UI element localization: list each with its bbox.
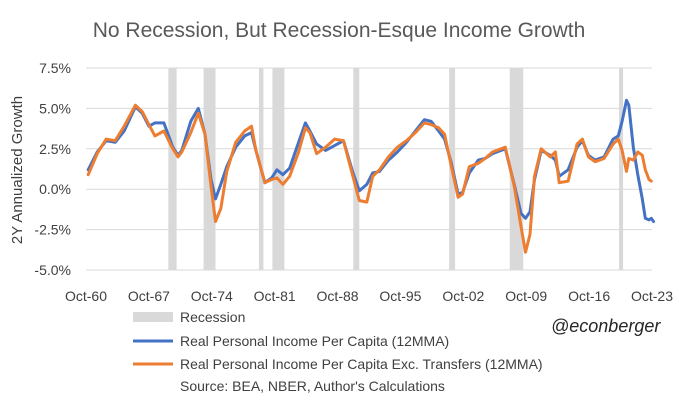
y-axis-ticks: 7.5% 5.0% 2.5% 0.0% -2.5% -5.0% [34, 60, 71, 278]
x-tick-label: Oct-16 [568, 288, 610, 304]
legend-recession-label: Recession [180, 309, 245, 325]
source-note: Source: BEA, NBER, Author's Calculations [180, 378, 445, 394]
y-axis-label: 2Y Annualized Growth [9, 96, 26, 244]
x-tick-label: Oct-81 [254, 288, 296, 304]
watermark: @econberger [551, 316, 661, 336]
x-tick-label: Oct-23 [631, 288, 673, 304]
x-tick-label: Oct-88 [317, 288, 359, 304]
recession-band [272, 68, 285, 270]
legend-series-1-label: Real Personal Income Per Capita (12MMA) [180, 333, 449, 349]
y-tick-label: 5.0% [39, 100, 71, 116]
x-tick-label: Oct-67 [128, 288, 170, 304]
legend-recession-swatch [133, 312, 173, 322]
recession-band [168, 68, 177, 270]
y-tick-label: -2.5% [34, 222, 71, 238]
x-axis-ticks: Oct-60 Oct-67 Oct-74 Oct-81 Oct-88 Oct-95 Oct-… [65, 288, 673, 304]
x-tick-label: Oct-74 [191, 288, 233, 304]
x-tick-label: Oct-60 [65, 288, 107, 304]
series-lines [86, 98, 655, 254]
x-tick-label: Oct-09 [505, 288, 547, 304]
recession-bands [168, 68, 624, 270]
chart-title: No Recession, But Recession-Esque Income… [93, 19, 586, 42]
legend-series-2-label: Real Personal Income Per Capita Exc. Tra… [180, 356, 543, 372]
y-tick-label: 7.5% [39, 60, 71, 76]
y-tick-label: 2.5% [39, 141, 71, 157]
recession-band [619, 68, 624, 270]
y-tick-label: -5.0% [34, 262, 71, 278]
y-tick-label: 0.0% [39, 181, 71, 197]
x-tick-label: Oct-95 [379, 288, 421, 304]
recession-band [353, 68, 360, 270]
x-tick-label: Oct-02 [442, 288, 484, 304]
series-2-line [86, 103, 653, 254]
